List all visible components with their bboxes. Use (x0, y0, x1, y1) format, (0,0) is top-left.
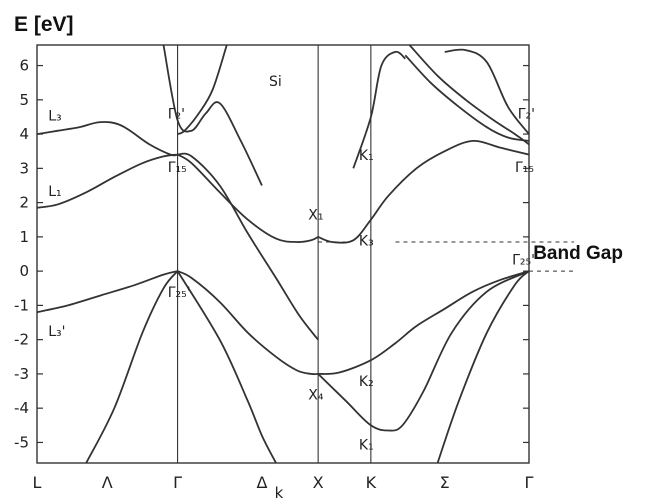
point-label: K₁ (359, 437, 374, 453)
band-curve-4 (176, 270, 277, 463)
point-label: Γ₁₅ (168, 160, 187, 176)
band-curve-5 (318, 270, 529, 375)
symmetry-lines (177, 45, 372, 463)
y-tick-label: -1 (14, 296, 29, 314)
k-subscript-label: k (275, 484, 284, 502)
band-curve-17 (408, 45, 529, 146)
y-tick-label: 6 (19, 57, 29, 75)
band-curve-18 (444, 48, 529, 135)
band-curve-9 (177, 153, 319, 243)
x-tick-label: K (366, 473, 377, 492)
point-label: L₁ (48, 184, 61, 200)
y-tick-label: -2 (14, 331, 29, 349)
band-curve-16 (404, 54, 529, 142)
annotations: Si L₃ L₁ L₃' Γ₂' Γ₁₅ Γ₂₅' X₁ X₄ K₁ K₃ K₂ K₁ Γ₂' Γ₁₅ Γ₂₅… (48, 74, 623, 453)
point-label: K₂ (359, 374, 374, 390)
point-label: Γ₂₅' (512, 252, 535, 268)
point-label: X₁ (308, 208, 323, 224)
point-label: Γ₁₅ (515, 160, 534, 176)
x-tick-label: Γ (173, 473, 182, 492)
band-curve-12 (37, 121, 178, 157)
x-tick-label: X (313, 473, 324, 492)
band-gap-dashes (318, 241, 574, 272)
band-curve-14 (177, 45, 228, 135)
band-curve-11 (317, 139, 529, 244)
y-tick-label: 4 (19, 125, 29, 143)
point-label: K₁ (359, 148, 374, 164)
band-curve-8 (37, 153, 178, 209)
point-label: Si (269, 74, 282, 90)
point-label: L₃' (48, 324, 65, 340)
band-curve-10 (177, 152, 319, 341)
band-curve-1 (37, 270, 178, 314)
band-curve-7 (436, 270, 529, 463)
band-curve-15 (352, 50, 406, 169)
y-tick-label: -4 (14, 399, 29, 417)
point-label: Γ₂₅' (168, 285, 191, 301)
y-tick-label: 0 (19, 262, 29, 280)
band-curve-2 (85, 270, 179, 463)
y-tick-label: 2 (19, 194, 29, 212)
point-label: L₃ (48, 108, 61, 124)
y-tick-label: -5 (14, 433, 29, 451)
x-tick-label: Σ (440, 473, 450, 492)
y-axis-title: E [eV] (14, 13, 74, 36)
x-tick-label: Δ (256, 473, 267, 492)
y-tick-label: 3 (19, 159, 29, 177)
point-label: K₃ (359, 233, 374, 249)
band-gap-label: Band Gap (533, 243, 623, 264)
x-tick-label: L (33, 473, 42, 492)
band-curve-6 (317, 270, 529, 432)
y-tick-label: -3 (14, 365, 29, 383)
x-tick-label: Γ (525, 473, 534, 492)
band-curve-3 (177, 270, 319, 376)
plot-frame (36, 44, 530, 464)
point-label: Γ₂' (518, 107, 535, 123)
band-curves (37, 45, 529, 463)
band-curve-13 (162, 45, 263, 186)
y-tick-label: 5 (19, 91, 29, 109)
x-tick-label: Λ (102, 473, 113, 492)
point-label: Γ₂' (168, 107, 185, 123)
axis-ticks: 6 5 4 3 2 1 0 -1 -2 -3 -4 -5 L Λ Γ Δk X K Σ Γ (14, 57, 534, 502)
point-label: X₄ (308, 388, 324, 404)
y-tick-label: 1 (19, 228, 29, 246)
